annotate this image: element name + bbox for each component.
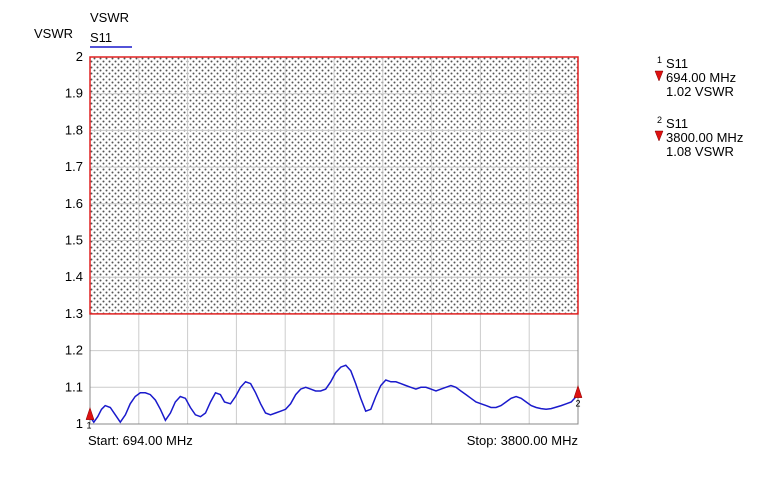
marker-1-frequency: 694.00 MHz xyxy=(666,70,736,85)
marker-2-entry: 2 S11 3800.00 MHz 1.08 VSWR xyxy=(654,115,743,159)
trace-marker-1-number: 1 xyxy=(86,421,91,431)
marker-table: 1 S11 694.00 MHz 1.02 VSWR 2 S11 3800.00… xyxy=(654,55,743,159)
marker-1-trace: S11 xyxy=(666,56,688,71)
y-tick-label: 1.1 xyxy=(65,379,83,394)
chart-title: VSWR xyxy=(90,10,129,25)
y-tick-label: 1.8 xyxy=(65,122,83,137)
marker-1-value: 1.02 VSWR xyxy=(666,84,734,99)
marker-2-frequency: 3800.00 MHz xyxy=(666,130,743,145)
start-frequency-label: Start: 694.00 MHz xyxy=(88,433,193,448)
y-tick-label: 1.4 xyxy=(65,269,83,284)
marker-1-number: 1 xyxy=(657,55,662,65)
marker-2-number: 2 xyxy=(657,115,662,125)
marker-2-icon xyxy=(654,130,664,142)
trace-markers: 12 xyxy=(85,384,583,431)
marker-2-trace: S11 xyxy=(666,116,688,131)
trace-marker-2[interactable] xyxy=(573,384,583,398)
y-tick-labels: 1 1.1 1.2 1.3 1.4 1.5 1.6 1.7 1.8 1.9 2 xyxy=(65,49,83,431)
grid xyxy=(90,57,578,424)
y-tick-label: 1.7 xyxy=(65,159,83,174)
y-tick-label: 2 xyxy=(76,49,83,64)
marker-2-value: 1.08 VSWR xyxy=(666,144,734,159)
limit-line-box xyxy=(89,56,579,315)
y-tick-label: 1.6 xyxy=(65,196,83,211)
y-tick-label: 1 xyxy=(76,416,83,431)
marker-1-icon xyxy=(654,70,664,82)
marker-1-entry: 1 S11 694.00 MHz 1.02 VSWR xyxy=(654,55,736,99)
y-tick-label: 1.3 xyxy=(65,306,83,321)
stop-frequency-label: Stop: 3800.00 MHz xyxy=(467,433,578,448)
trace-marker-1[interactable] xyxy=(85,406,95,420)
y-tick-label: 1.2 xyxy=(65,343,83,358)
trace-marker-2-number: 2 xyxy=(575,399,580,409)
s11-trace-line xyxy=(89,364,579,424)
y-tick-label: 1.9 xyxy=(65,86,83,101)
y-tick-label: 1.5 xyxy=(65,233,83,248)
legend-s11-label: S11 xyxy=(90,30,112,45)
y-axis-label: VSWR xyxy=(34,26,73,41)
